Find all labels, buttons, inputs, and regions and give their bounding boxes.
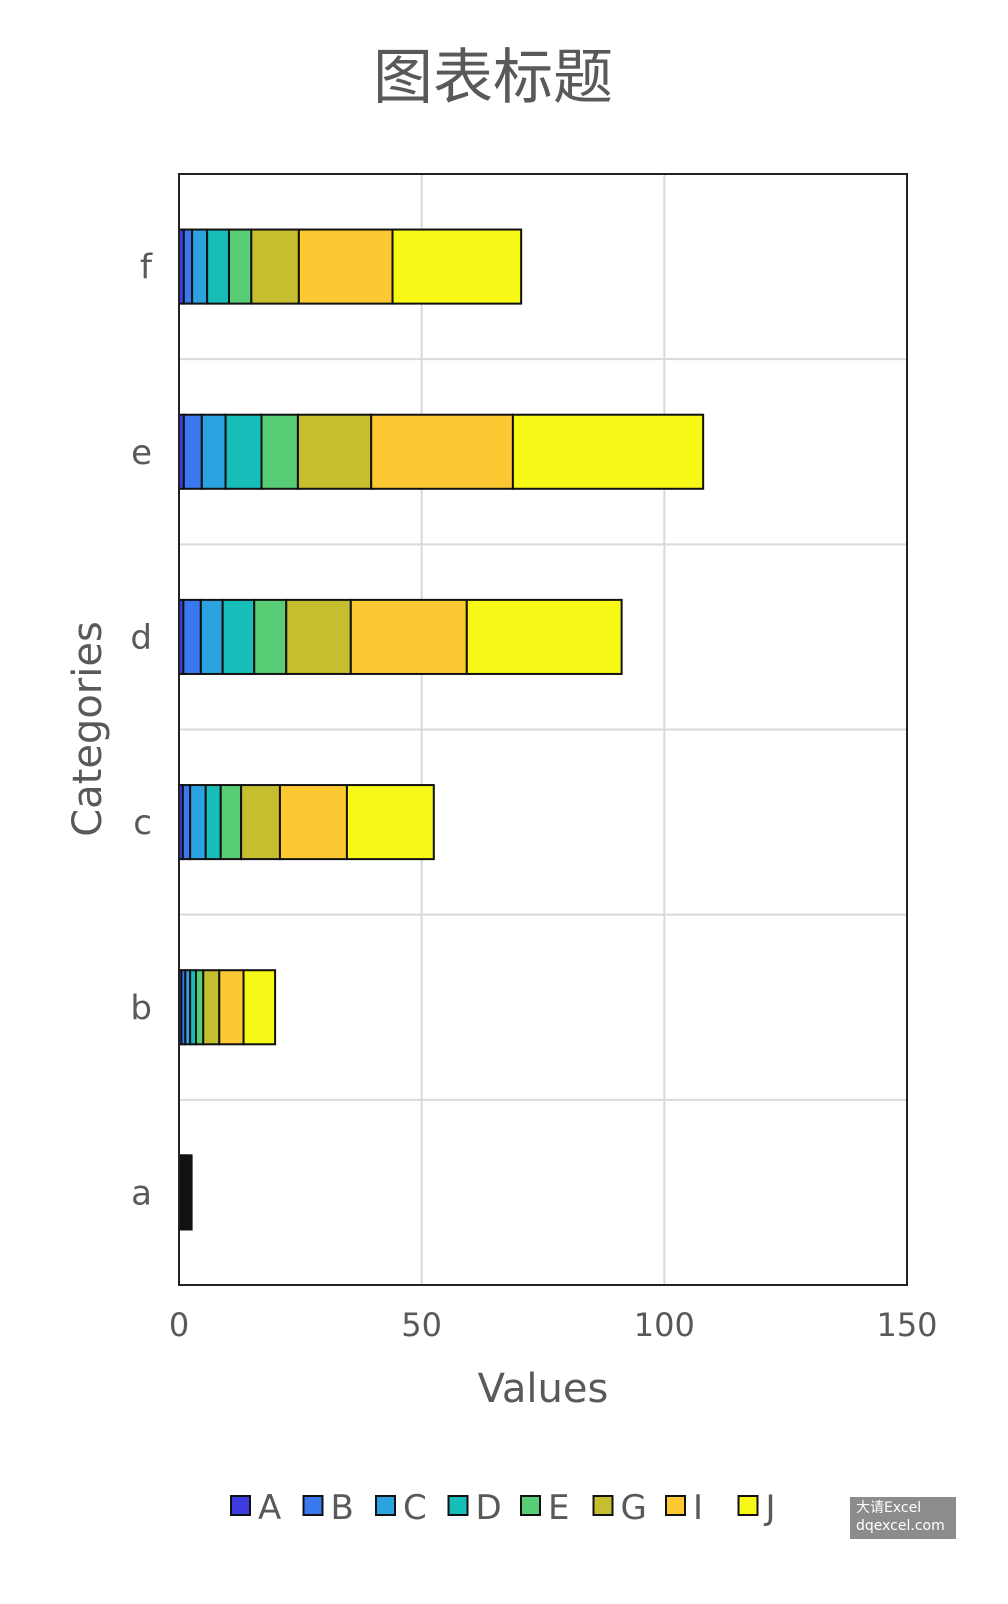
bar-c-E [219, 784, 243, 861]
bars [178, 228, 705, 1231]
bar-f-J [391, 228, 523, 305]
bar-d-D [221, 598, 256, 675]
x-tick-label: 0 [169, 1306, 189, 1344]
bar-c-I [278, 784, 348, 861]
x-tick-label: 150 [876, 1306, 937, 1344]
legend-swatch-G [592, 1495, 614, 1516]
bar-f-E [227, 228, 253, 305]
bar-f-B [182, 228, 194, 305]
watermark-line2: dqexcel.com [856, 1518, 945, 1534]
plot-area-border [178, 173, 908, 1286]
legend-swatch-D [447, 1495, 469, 1516]
legend-label-C: C [403, 1488, 427, 1528]
x-axis-label: Values [478, 1366, 609, 1412]
bar-f-G [250, 228, 300, 305]
bar-e-J [511, 413, 705, 490]
bar-c-B [181, 784, 192, 861]
bar-f-D [206, 228, 230, 305]
x-tick-label: 100 [634, 1306, 695, 1344]
legend-label-B: B [331, 1488, 354, 1528]
bar-b-G [202, 969, 221, 1046]
bar-c-C [189, 784, 207, 861]
legend-label-G: G [621, 1488, 647, 1528]
legend-label-J: J [764, 1488, 776, 1528]
bar-f-C [191, 228, 209, 305]
category-label-d: d [130, 618, 152, 658]
legend-swatch-J [737, 1495, 759, 1516]
legend-swatch-A [230, 1495, 251, 1516]
bar-c-J [345, 784, 435, 861]
bar-a-J [188, 1154, 193, 1231]
chart-title: 图表标题 [373, 43, 613, 113]
bar-d-G [285, 598, 352, 675]
bar-c-G [240, 784, 281, 861]
grid [179, 174, 907, 1285]
legend-label-D: D [476, 1488, 502, 1528]
legend-swatch-E [520, 1495, 541, 1516]
category-label-f: f [140, 248, 153, 288]
watermark-line1: 大请Excel [856, 1500, 922, 1516]
bar-e-B [182, 413, 203, 490]
value-tick-labels: 0 50 100 150 [169, 1306, 938, 1344]
legend-swatch-I [665, 1495, 686, 1516]
category-label-e: e [131, 433, 152, 473]
bar-e-I [370, 413, 514, 490]
bar-d-E [253, 598, 288, 675]
legend-label-E: E [548, 1488, 569, 1528]
legend-swatch-B [302, 1495, 324, 1516]
bar-d-B [182, 598, 202, 675]
bar-e-E [260, 413, 299, 490]
legend-label-A: A [258, 1488, 281, 1528]
watermark: 大请Excel dqexcel.com [850, 1497, 956, 1539]
legend-label-I: I [693, 1488, 703, 1528]
bar-e-G [296, 413, 373, 490]
bar-d-I [349, 598, 468, 675]
bar-b-E [194, 969, 205, 1046]
category-label-b: b [130, 988, 152, 1028]
bar-b-I [218, 969, 245, 1046]
bar-e-D [224, 413, 263, 490]
bar-e-C [200, 413, 227, 490]
bar-f-I [297, 228, 394, 305]
category-label-a: a [131, 1173, 152, 1213]
category-label-c: c [133, 803, 152, 843]
legend-swatch-C [375, 1495, 396, 1516]
y-axis-label: Categories [65, 621, 111, 837]
x-tick-label: 50 [401, 1306, 442, 1344]
bar-c-D [204, 784, 222, 861]
bar-d-C [199, 598, 224, 675]
category-labels: a b c d e f [130, 248, 153, 1214]
bar-d-J [465, 598, 623, 675]
bar-b-J [242, 969, 277, 1046]
